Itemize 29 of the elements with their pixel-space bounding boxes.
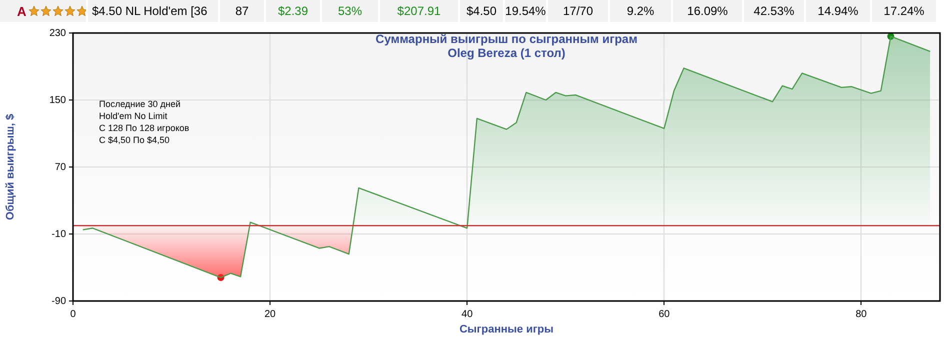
text: A [17,4,26,18]
x-tick-label: 20 [264,308,276,320]
y-tick-label: -90 [52,296,66,307]
text: $2.39 [266,0,322,22]
x-axis-title: Сыгранные игры [459,323,554,336]
y-tick-label: 150 [49,94,66,106]
text: 53% [322,0,380,22]
y-tick-label: -10 [52,228,66,240]
text: Oleg Bereza (1 стол) [448,46,566,60]
x-tick-label: 40 [462,308,474,320]
text: 14.94% [806,0,872,22]
y-tick-label: 70 [54,162,66,173]
y-axis-title: Общий выигрыш, $ [4,114,17,220]
text: 16.09% [673,0,744,22]
x-tick-label: 60 [658,308,670,320]
text: 17/70 [548,0,610,22]
annotation: Последние 30 дней Hold'em No Limit С 128 По 128 игроков С $4,50 По $4,50 [99,98,190,146]
text: 19.54% [505,0,548,22]
text: 9.2% [610,0,673,22]
text: $207.91 [380,0,460,22]
text: 87 [220,0,266,22]
text: $4.50 NL Hold'em [36 [88,0,220,22]
text: 17.24% [872,0,938,22]
text: 42.53% [744,0,806,22]
x-tick-label: 0 [70,308,76,320]
y-tick-label: 230 [49,28,66,39]
x-tick-label: 80 [856,308,868,320]
text: $4.50 [460,0,505,22]
chart-title: Суммарный выигрыш по сыгранным играм [376,32,638,46]
